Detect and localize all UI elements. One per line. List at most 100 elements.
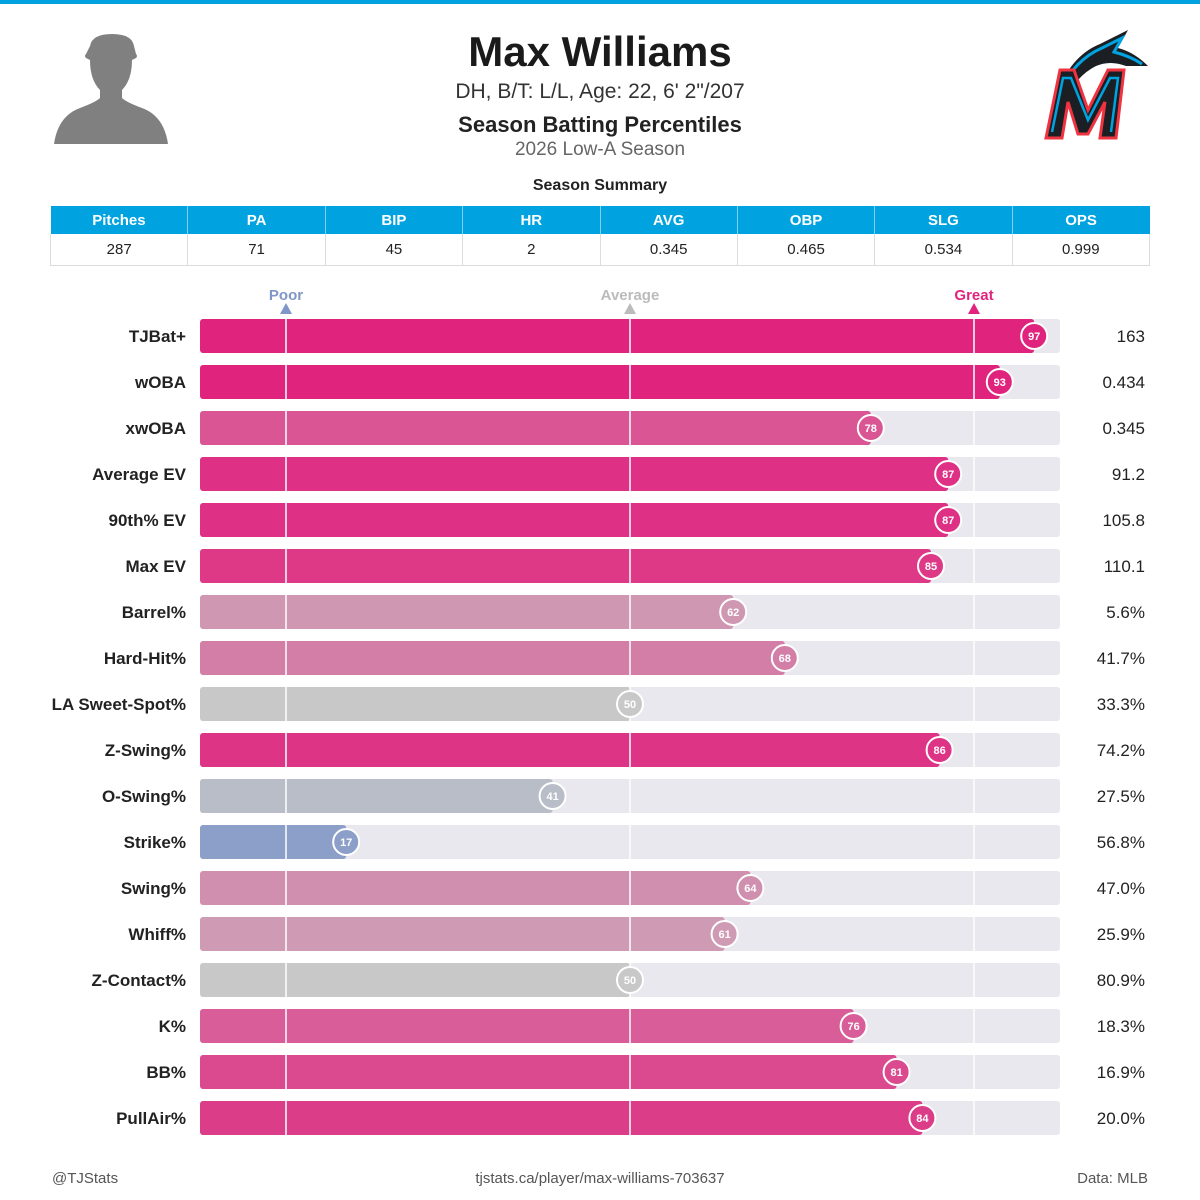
summary-value-cell: 0.534 [874, 234, 1013, 266]
metric-value: 16.9% [1097, 1063, 1145, 1082]
percentile-badge-label: 84 [916, 1113, 929, 1125]
summary-header-cell: PA [187, 206, 326, 234]
marker-arrow-poor-icon [280, 303, 292, 314]
percentile-bar [200, 641, 785, 675]
metric-label: K% [159, 1017, 186, 1036]
metric-value: 0.434 [1102, 373, 1145, 392]
percentile-badge-label: 68 [779, 653, 791, 665]
summary-value-cell: 287 [49, 234, 189, 266]
metric-value: 5.6% [1106, 603, 1145, 622]
percentile-bar [200, 549, 931, 583]
top-accent-line [0, 0, 1200, 4]
percentile-badge [934, 460, 963, 488]
metric-label: Whiff% [128, 925, 186, 944]
percentile-badge-label: 64 [744, 883, 757, 895]
percentile-badge [925, 736, 954, 764]
summary-header-cell: HR [462, 206, 601, 234]
percentile-badge-label: 87 [942, 515, 954, 527]
marker-label-average: Average [601, 287, 660, 304]
metric-label: Z-Contact% [92, 971, 186, 990]
metric-label: Average EV [92, 465, 187, 484]
footer-source: Data: MLB [1077, 1170, 1148, 1187]
percentile-badge [736, 874, 765, 902]
percentile-badge [917, 552, 945, 580]
summary-value-row: 287 71 45 2 0.345 0.465 0.534 0.999 [49, 234, 1151, 266]
percentile-badge-label: 61 [718, 929, 730, 941]
metric-value: 105.8 [1102, 511, 1145, 530]
summary-header-cell: OBP [737, 206, 876, 234]
percentile-badge-label: 50 [624, 699, 636, 711]
metric-value: 91.2 [1112, 465, 1145, 484]
percentile-badge-label: 50 [624, 975, 636, 987]
metric-value: 80.9% [1097, 971, 1145, 990]
percentile-bar [200, 733, 940, 767]
percentile-bar [200, 457, 949, 491]
percentile-badge [616, 966, 644, 994]
player-bio: DH, B/T: L/L, Age: 22, 6' 2"/207 [455, 80, 745, 103]
percentile-badge-label: 97 [1028, 331, 1040, 343]
metric-label: Z-Swing% [105, 741, 186, 760]
percentile-badge [770, 644, 799, 672]
metric-label: Hard-Hit% [104, 649, 186, 668]
summary-header-cell: AVG [600, 206, 738, 234]
summary-header-cell: BIP [325, 206, 464, 234]
metric-label: Strike% [124, 833, 186, 852]
metric-label: PullAir% [116, 1109, 186, 1128]
metric-label: Max EV [126, 557, 187, 576]
summary-title: Season Summary [532, 177, 668, 194]
marker-label-poor: Poor [269, 287, 303, 304]
percentile-badge-label: 85 [925, 561, 937, 573]
summary-header-cell: OPS [1012, 206, 1150, 234]
percentile-badge-label: 62 [727, 607, 739, 619]
team-logo-icon [1044, 30, 1148, 140]
season-summary-table: Pitches PA BIP HR AVG OBP SLG OPS 287 71… [49, 206, 1151, 266]
footer-url[interactable]: tjstats.ca/player/max-williams-703637 [475, 1170, 725, 1187]
percentile-badge [934, 506, 963, 534]
metric-value: 18.3% [1097, 1017, 1145, 1036]
summary-header-cell: SLG [874, 206, 1013, 234]
percentile-badge-label: 81 [890, 1067, 902, 1079]
metric-label: wOBA [134, 373, 186, 392]
percentile-badge [538, 782, 567, 810]
percentile-badge-label: 78 [865, 423, 877, 435]
metric-value: 41.7% [1097, 649, 1145, 668]
metric-value: 47.0% [1097, 879, 1145, 898]
percentile-badge-label: 17 [340, 837, 352, 849]
percentile-bar [200, 319, 1035, 353]
percentile-chart: Poor Average Great 97 TJBat+ 163 93 wOBA 0.434 78… [52, 287, 1145, 1135]
metric-label: 90th% EV [109, 511, 187, 530]
percentile-badge [856, 414, 885, 442]
player-silhouette-icon [54, 34, 168, 144]
percentile-badge-label: 93 [994, 377, 1006, 389]
percentile-bar [200, 687, 630, 721]
percentile-badge [332, 828, 361, 856]
percentile-badge-label: 87 [942, 469, 954, 481]
metric-label: TJBat+ [129, 327, 186, 346]
metric-value: 25.9% [1097, 925, 1145, 944]
player-name: Max Williams [468, 28, 732, 75]
metric-value: 74.2% [1097, 741, 1145, 760]
percentile-bar [200, 503, 949, 537]
summary-value-cell: 71 [187, 234, 326, 266]
summary-value-cell: 0.345 [600, 234, 738, 266]
percentile-bar [200, 595, 734, 629]
percentile-badge [882, 1058, 911, 1086]
percentile-badge [985, 368, 1014, 396]
metric-value: 33.3% [1097, 695, 1145, 714]
percentile-bar [200, 1055, 897, 1089]
percentile-bar [200, 365, 1000, 399]
percentile-bar [200, 871, 751, 905]
footer-handle: @TJStats [52, 1170, 119, 1187]
metric-label: Barrel% [122, 603, 186, 622]
summary-value-cell: 0.999 [1012, 234, 1151, 266]
metric-label: O-Swing% [102, 787, 186, 806]
chart-subtitle: Season Batting Percentiles [458, 112, 742, 137]
summary-header-cell: Pitches [50, 206, 189, 234]
percentile-bar [200, 411, 871, 445]
metric-value: 163 [1117, 327, 1145, 346]
summary-value-cell: 0.465 [737, 234, 876, 266]
metric-label: xwOBA [126, 419, 186, 438]
percentile-badge-label: 76 [847, 1021, 859, 1033]
percentile-badge-label: 41 [546, 791, 558, 803]
percentile-badge-label: 86 [933, 745, 945, 757]
